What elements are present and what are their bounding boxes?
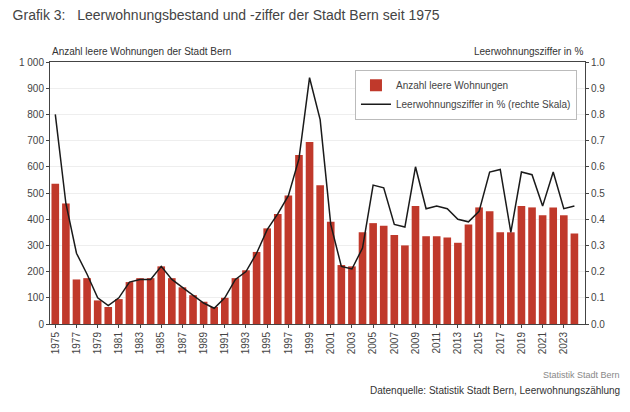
svg-text:200: 200 <box>27 266 44 277</box>
svg-text:0.8: 0.8 <box>591 109 605 120</box>
svg-text:2023: 2023 <box>558 332 569 355</box>
svg-text:900: 900 <box>27 83 44 94</box>
svg-text:1987: 1987 <box>177 332 188 355</box>
svg-text:2015: 2015 <box>473 332 484 355</box>
svg-text:2009: 2009 <box>410 332 421 355</box>
svg-text:2017: 2017 <box>495 332 506 355</box>
svg-text:1979: 1979 <box>92 332 103 355</box>
svg-text:1977: 1977 <box>71 332 82 355</box>
svg-text:1.0: 1.0 <box>591 57 605 68</box>
svg-text:2019: 2019 <box>516 332 527 355</box>
svg-text:0.5: 0.5 <box>591 188 605 199</box>
svg-text:500: 500 <box>27 188 44 199</box>
svg-text:Grafik 3: Leerwohnungsbestan: Grafik 3: Leerwohnungsbestand und -ziffe… <box>13 7 440 23</box>
svg-text:0.0: 0.0 <box>591 319 605 330</box>
svg-text:1983: 1983 <box>134 332 145 355</box>
svg-text:400: 400 <box>27 214 44 225</box>
svg-text:0: 0 <box>38 319 44 330</box>
svg-text:1995: 1995 <box>261 332 272 355</box>
svg-text:2013: 2013 <box>452 332 463 355</box>
svg-text:0.4: 0.4 <box>591 214 605 225</box>
svg-text:1981: 1981 <box>113 332 124 355</box>
svg-text:0.6: 0.6 <box>591 161 605 172</box>
svg-text:0.3: 0.3 <box>591 240 605 251</box>
svg-text:Leerwohnungsziffer in %: Leerwohnungsziffer in % <box>474 46 583 57</box>
svg-text:0.7: 0.7 <box>591 135 605 146</box>
svg-text:1975: 1975 <box>50 332 61 355</box>
svg-text:1989: 1989 <box>198 332 209 355</box>
svg-text:Leerwohnungsziffer in % (recht: Leerwohnungsziffer in % (rechte Skala) <box>396 99 570 110</box>
svg-text:0.2: 0.2 <box>591 266 605 277</box>
svg-text:1993: 1993 <box>240 332 251 355</box>
svg-text:100: 100 <box>27 292 44 303</box>
svg-text:600: 600 <box>27 161 44 172</box>
svg-text:0.9: 0.9 <box>591 83 605 94</box>
svg-text:800: 800 <box>27 109 44 120</box>
svg-text:Statistik Stadt Bern: Statistik Stadt Bern <box>543 370 620 380</box>
svg-text:2001: 2001 <box>325 332 336 355</box>
svg-text:300: 300 <box>27 240 44 251</box>
svg-text:1 000: 1 000 <box>19 57 44 68</box>
svg-text:Anzahl leere Wohnungen: Anzahl leere Wohnungen <box>396 80 508 91</box>
svg-text:Datenquelle: Statistik Stadt B: Datenquelle: Statistik Stadt Bern, Leerw… <box>370 385 620 396</box>
svg-text:2011: 2011 <box>431 332 442 354</box>
svg-text:1991: 1991 <box>219 332 230 355</box>
svg-text:1985: 1985 <box>155 332 166 355</box>
svg-text:0.1: 0.1 <box>591 292 605 303</box>
svg-text:2003: 2003 <box>346 332 357 355</box>
svg-text:700: 700 <box>27 135 44 146</box>
svg-text:2005: 2005 <box>367 332 378 355</box>
svg-text:2021: 2021 <box>537 332 548 355</box>
svg-text:2007: 2007 <box>389 332 400 355</box>
svg-text:Anzahl leere Wohnungen der Sta: Anzahl leere Wohnungen der Stadt Bern <box>52 46 231 57</box>
svg-text:1999: 1999 <box>304 332 315 355</box>
svg-text:1997: 1997 <box>283 332 294 355</box>
